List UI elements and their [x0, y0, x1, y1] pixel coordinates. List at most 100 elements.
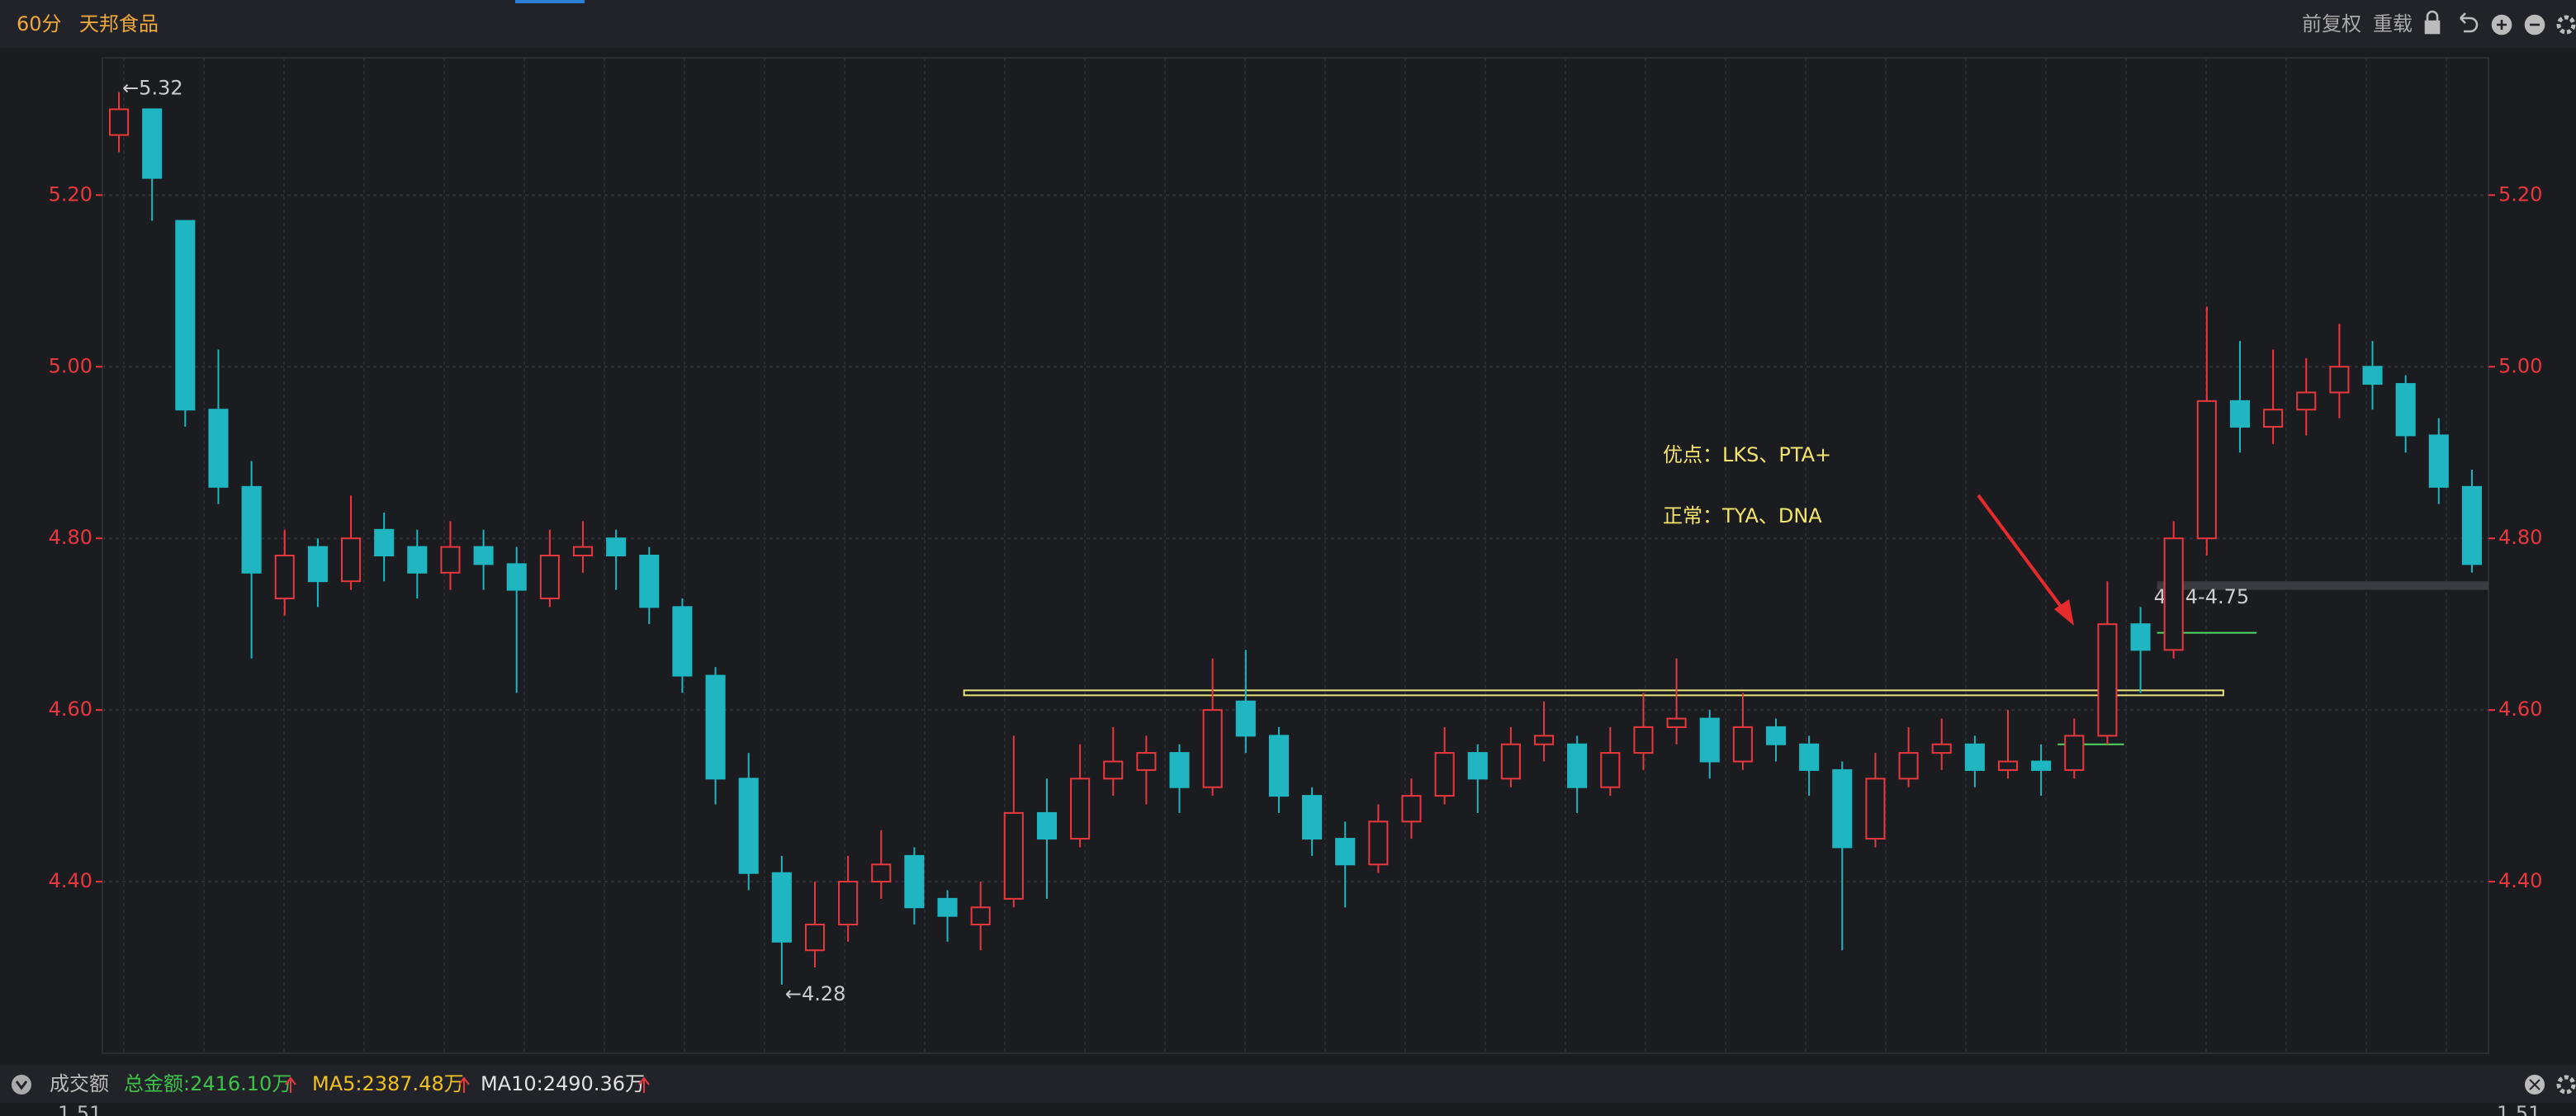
- candle-body: [539, 555, 560, 599]
- y-tick-label: 4.60: [49, 698, 92, 721]
- settings-icon[interactable]: [2556, 15, 2576, 35]
- candle-body: [307, 546, 328, 583]
- y-tick-label: 4.80: [49, 526, 92, 549]
- candle-body: [2329, 366, 2350, 394]
- y-tick-label: 4.40: [49, 869, 92, 892]
- reload-button[interactable]: 重载: [2373, 12, 2413, 35]
- candle-body: [440, 546, 461, 574]
- candle-body: [1070, 778, 1091, 840]
- candle-body: [1832, 768, 1853, 849]
- candle-body: [606, 537, 627, 557]
- active-tab: [515, 0, 585, 3]
- y-tick-label: 5.20: [49, 182, 92, 206]
- toolbar-icons: [2424, 10, 2576, 35]
- candle-body: [407, 546, 428, 574]
- note: 优点：LKS、PTA+: [1663, 443, 1831, 466]
- top-bar: [0, 0, 2576, 48]
- up-arrow: [638, 1076, 650, 1093]
- volume-settings-icon[interactable]: [2556, 1075, 2576, 1095]
- lock-icon[interactable]: [2424, 20, 2441, 35]
- candle-body: [1600, 752, 1621, 788]
- candle-body: [1136, 752, 1157, 771]
- candle-body: [804, 924, 826, 952]
- candle-body: [2163, 537, 2184, 651]
- candle-body: [1567, 743, 1588, 788]
- candle-body: [142, 108, 163, 179]
- period[interactable]: 60分: [17, 12, 62, 35]
- collapse-icon[interactable]: [12, 1075, 31, 1095]
- candle-body: [1534, 735, 1555, 745]
- candle-body: [473, 546, 494, 565]
- candle-body: [937, 897, 958, 917]
- up-arrow: [285, 1076, 296, 1093]
- candle-body: [2196, 400, 2217, 540]
- stock-name[interactable]: 天邦食品: [79, 12, 159, 35]
- candle-body: [2130, 623, 2151, 651]
- candle-body: [1401, 795, 1422, 823]
- volume-axis-label: 1.51: [2497, 1102, 2540, 1116]
- candle-body: [1368, 820, 1389, 866]
- candle-body: [1964, 743, 1985, 771]
- candle-body: [1799, 743, 1820, 771]
- candle-body: [1865, 778, 1886, 840]
- y-tick-label: 5.00: [2498, 354, 2542, 377]
- candle-body: [1302, 795, 1323, 840]
- candle-body: [2263, 409, 2284, 428]
- y-tick-label: 5.00: [49, 354, 92, 377]
- candle-body: [1268, 735, 1289, 797]
- candle-body: [705, 674, 726, 780]
- zoom-in-sign: [2497, 20, 2507, 30]
- candle-body: [1765, 726, 1787, 745]
- candle-body: [672, 606, 693, 677]
- candle-body: [1997, 760, 2019, 771]
- total-amount: 总金额:2416.10万: [124, 1072, 291, 1095]
- adjust-button[interactable]: 前复权: [2302, 12, 2361, 35]
- resistance-box: [963, 689, 2224, 697]
- candle-body: [970, 906, 991, 926]
- candle-body: [2229, 400, 2250, 428]
- note: 正常：TYA、DNA: [1663, 504, 1822, 527]
- candle-body: [1434, 752, 1455, 797]
- arrow-head: [2054, 599, 2074, 626]
- volume-bar: [0, 1065, 2576, 1103]
- candle-body: [2031, 760, 2052, 771]
- candle-body: [1103, 760, 1124, 780]
- candle-body: [208, 409, 229, 488]
- candle-body: [1633, 726, 1654, 754]
- candle-body: [1931, 743, 1952, 754]
- undo-icon[interactable]: [2460, 12, 2479, 33]
- candle-body: [871, 863, 892, 883]
- candle-body: [109, 108, 130, 136]
- candle-body: [838, 881, 859, 926]
- candle-body: [2097, 623, 2118, 737]
- candle-body: [1898, 752, 1919, 780]
- arrow-shaft: [1977, 494, 2066, 612]
- price-band: [2157, 581, 2488, 590]
- plot-frame: [102, 57, 2489, 1054]
- low-label: ←4.28: [785, 982, 846, 1005]
- lock-shackle: [2426, 10, 2439, 21]
- candle-body: [1500, 743, 1521, 780]
- candle-body: [175, 220, 196, 411]
- candle-body: [1666, 717, 1687, 728]
- candle-body: [2461, 485, 2482, 565]
- candle-body: [639, 555, 660, 608]
- candle-body: [904, 854, 925, 909]
- volume-icons: [2525, 1075, 2576, 1095]
- ma5: MA5:2387.48万: [312, 1072, 464, 1095]
- volume-title: 成交额: [50, 1072, 109, 1095]
- y-tick-label: 5.20: [2498, 182, 2542, 206]
- candle-body: [374, 528, 395, 557]
- candle-body: [1003, 811, 1024, 900]
- ma10: MA10:2490.36万: [481, 1072, 645, 1095]
- candle-body: [738, 778, 759, 874]
- candle-body: [1202, 709, 1223, 788]
- candle-body: [241, 485, 262, 574]
- up-arrow: [458, 1076, 470, 1093]
- y-tick-label: 4.40: [2498, 869, 2542, 892]
- candle-body: [1335, 838, 1356, 866]
- candle-body: [341, 537, 362, 583]
